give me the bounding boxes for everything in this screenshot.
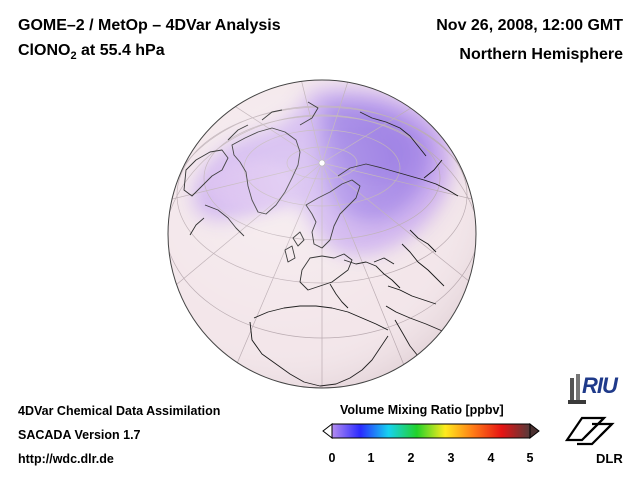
- footer-line-2: SACADA Version 1.7: [18, 428, 141, 442]
- region-label: Northern Hemisphere: [459, 46, 623, 63]
- map-title: GOME–2 / MetOp – 4DVar Analysis: [18, 17, 281, 34]
- pressure-level: at 55.4 hPa: [76, 42, 165, 59]
- colorbar-tick-0: 0: [328, 451, 336, 465]
- riu-logo-icon: [568, 374, 586, 404]
- footer-line-1: 4DVar Chemical Data Assimilation: [18, 404, 221, 418]
- species-label: ClONO2 at 55.4 hPa: [18, 42, 165, 62]
- colorbar-over-arrow: [529, 422, 540, 440]
- globe-shading: [168, 80, 476, 388]
- colorbar-tick-5: 5: [526, 451, 534, 465]
- colorbar-tick-4: 4: [487, 451, 495, 465]
- riu-logo-text: RIU: [582, 373, 618, 398]
- globe-outline: [167, 79, 477, 389]
- species-name: ClONO: [18, 42, 71, 59]
- colorbar-tick-3: 3: [447, 451, 455, 465]
- colorbar-tick-2: 2: [407, 451, 415, 465]
- dlr-logo-text: DLR: [596, 451, 623, 466]
- footer-url[interactable]: http://wdc.dlr.de: [18, 452, 114, 466]
- species-subscript: 2: [70, 50, 77, 63]
- colorbar-title: Volume Mixing Ratio [ppbv]: [340, 403, 504, 417]
- colorbar-tick-1: 1: [367, 451, 375, 465]
- datetime-label: Nov 26, 2008, 12:00 GMT: [436, 17, 623, 34]
